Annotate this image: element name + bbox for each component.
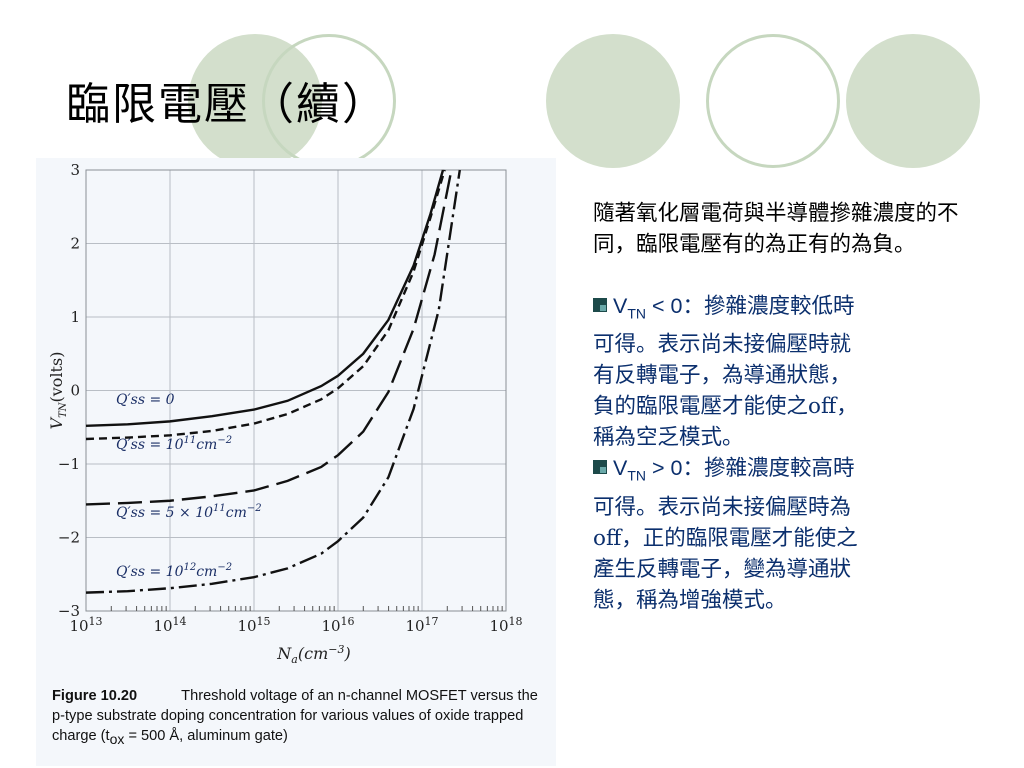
x-tick-label: 1014	[153, 615, 186, 635]
slide-title: 臨限電壓（續）	[66, 79, 388, 130]
bullet-line: 產生反轉電子，變為導通狀	[593, 556, 852, 582]
text-panel: 隨著氧化層電荷與半導體摻雜濃度的不同，臨限電壓有的為正有的為負。 VTN < 0…	[593, 198, 983, 616]
x-tick-label: 1018	[489, 615, 522, 635]
series-curve	[85, 169, 453, 506]
series-curve	[85, 169, 445, 427]
y-tick-label: 1	[70, 308, 80, 326]
bullet-line: 可得。表示尚未接偏壓時為	[593, 494, 852, 520]
square-bullet-icon	[593, 460, 607, 475]
bullet-sub: TN	[627, 467, 647, 484]
series-label: Q′ss = 1011cm−2	[116, 435, 232, 453]
chart-labels: Q′ss = 0 Q′ss = 1011cm−2 Q′ss = 5 × 1011cm…	[116, 392, 262, 580]
y-tick-label: −2	[58, 529, 80, 547]
y-axis-label: VTN(volts)	[47, 352, 69, 430]
series-label: Q′ss = 0	[116, 392, 175, 408]
caption-tail: = 500 Å, aluminum gate)	[124, 728, 288, 744]
x-tick-label: 1017	[405, 615, 438, 635]
decor-circle-4	[706, 34, 840, 168]
caption-text: Threshold voltage of an n-channel MOSFET…	[52, 688, 538, 744]
series-curve	[85, 169, 461, 594]
bullet-sub: TN	[627, 305, 647, 322]
caption-sub: ox	[109, 730, 125, 747]
bullet-depletion: VTN < 0：摻雜濃度較低時 可得。表示尚未接偏壓時就 有反轉電子，為導通狀態…	[593, 291, 983, 453]
bullet-enhancement: VTN > 0：摻雜濃度較高時 可得。表示尚未接偏壓時為 off，正的臨限電壓才…	[593, 453, 983, 615]
x-tick-label: 1013	[69, 615, 102, 635]
x-axis-label: Na(cm−3)	[276, 643, 350, 666]
series-curve	[85, 169, 446, 441]
figure-caption: Figure 10.20 Threshold voltage of an n-ch…	[52, 686, 552, 749]
square-bullet-icon	[593, 298, 607, 312]
bullet-var: V	[613, 294, 628, 318]
figure-label: Figure 10.20	[52, 688, 138, 704]
chart-curves	[85, 169, 461, 594]
figure-panel: 3 2 1 0 −1 −2 −3 1013 1014 1015 1016 1017 1018 Na(cm−…	[36, 158, 556, 766]
bullet-line: 負的臨限電壓才能使之off，	[593, 394, 858, 420]
plot-frame	[85, 169, 507, 612]
decor-circle-5	[846, 34, 980, 168]
series-label: Q′ss = 5 × 1011cm−2	[116, 503, 262, 521]
bullet-op: > 0	[646, 456, 683, 481]
chart-axes	[85, 169, 507, 612]
bullet-line: ：摻雜濃度較高時	[682, 456, 855, 482]
bullet-line: off，正的臨限電壓才能使之	[593, 525, 858, 551]
bullet-line: 態，稱為增強模式。	[593, 587, 787, 613]
series-label: Q′ss = 1012cm−2	[116, 562, 232, 580]
bullet-line: ：摻雜濃度較低時	[682, 294, 855, 319]
bullet-line: 稱為空乏模式。	[593, 425, 744, 451]
y-tick-label: 0	[70, 382, 80, 400]
bullet-var: V	[613, 456, 628, 481]
y-tick-label: −1	[58, 455, 80, 473]
y-tick-label: −3	[58, 602, 80, 620]
chart-grid	[85, 169, 507, 612]
x-tick-label: 1016	[321, 615, 354, 635]
intro-paragraph: 隨著氧化層電荷與半導體摻雜濃度的不同，臨限電壓有的為正有的為負。	[593, 201, 959, 257]
x-tick-label: 1015	[237, 615, 270, 635]
decor-circle-3	[546, 34, 680, 168]
bullet-line: 有反轉電子，為導通狀態，	[593, 363, 852, 389]
y-tick-label: 3	[70, 161, 80, 179]
bullet-op: < 0	[646, 294, 683, 318]
bullet-line: 可得。表示尚未接偏壓時就	[593, 332, 852, 358]
y-tick-label: 2	[70, 235, 80, 253]
